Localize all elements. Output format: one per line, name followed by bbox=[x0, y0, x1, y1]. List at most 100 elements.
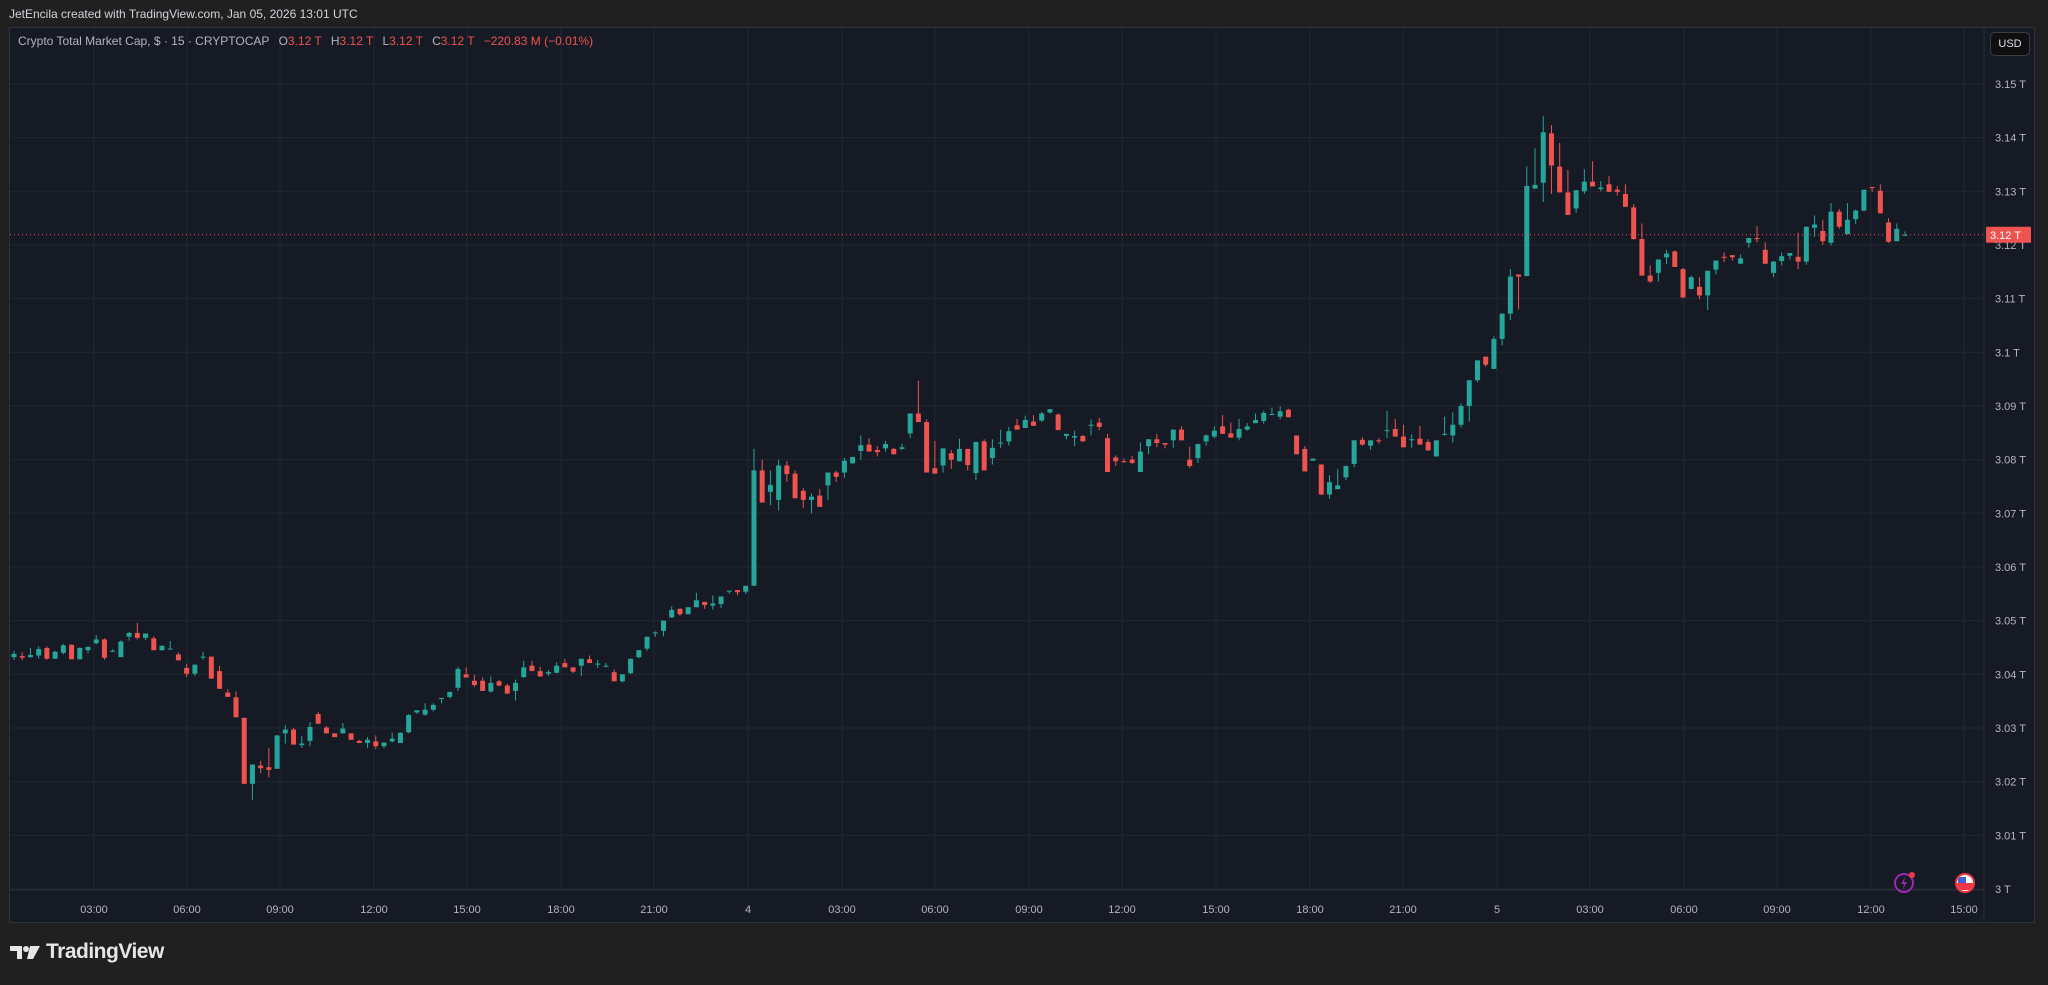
candle-body bbox=[69, 644, 75, 660]
candle-body bbox=[447, 692, 453, 697]
candle-body bbox=[693, 600, 699, 608]
candle-body bbox=[1030, 421, 1036, 426]
us-flag-event-icon[interactable] bbox=[1955, 873, 1975, 893]
candle-body bbox=[1277, 411, 1283, 417]
candle-body bbox=[1137, 451, 1143, 472]
candle-body bbox=[751, 470, 757, 586]
candle-body bbox=[291, 729, 297, 745]
candle-body bbox=[718, 596, 724, 605]
candle-body bbox=[200, 656, 206, 658]
candle-body bbox=[611, 672, 617, 682]
candle-body bbox=[365, 739, 371, 744]
candle-body bbox=[126, 632, 132, 637]
candle-body bbox=[1384, 430, 1390, 432]
y-tick-label: 3.11 T bbox=[1995, 294, 2025, 306]
y-tick-label: 3.15 T bbox=[1995, 79, 2026, 91]
candle-body bbox=[323, 727, 329, 734]
candle-body bbox=[1458, 405, 1464, 425]
candle-body bbox=[143, 633, 149, 638]
last-price-badge bbox=[1986, 226, 2031, 243]
candle-body bbox=[513, 682, 519, 691]
close-value: 3.12 T bbox=[440, 34, 475, 48]
candle-body bbox=[1063, 433, 1069, 437]
x-tick-label: 06:00 bbox=[1670, 904, 1698, 916]
y-tick-label: 3.07 T bbox=[1995, 508, 2026, 520]
candle-body bbox=[430, 704, 436, 710]
candle-body bbox=[151, 638, 157, 651]
candle-body bbox=[52, 651, 58, 659]
x-tick-label: 09:00 bbox=[266, 904, 294, 916]
tradingview-logo[interactable]: TradingView bbox=[10, 940, 164, 964]
y-tick-label: 3.02 T bbox=[1995, 777, 2026, 789]
candle-body bbox=[940, 448, 946, 466]
candle-body bbox=[1672, 251, 1678, 267]
candle-body bbox=[1376, 440, 1382, 442]
candle-body bbox=[1647, 275, 1653, 282]
candle-body bbox=[1877, 190, 1883, 214]
candle-body bbox=[36, 649, 42, 656]
high-value: 3.12 T bbox=[339, 34, 374, 48]
candle-body bbox=[1228, 433, 1234, 438]
lightning-event-icon[interactable] bbox=[1894, 872, 1915, 893]
candle-body bbox=[537, 671, 543, 677]
candle-body bbox=[60, 645, 66, 653]
candle-body bbox=[1680, 269, 1686, 298]
candle-body bbox=[1655, 259, 1661, 273]
candle-body bbox=[1162, 443, 1168, 445]
currency-button[interactable]: USD bbox=[1990, 32, 2030, 56]
candle-body bbox=[439, 697, 445, 700]
candle-body bbox=[118, 641, 124, 658]
candle-body bbox=[1335, 485, 1341, 490]
candle-body bbox=[562, 663, 568, 668]
candle-body bbox=[192, 664, 198, 674]
candle-body bbox=[1474, 360, 1480, 381]
candle-body bbox=[1104, 438, 1110, 472]
candle-body bbox=[1359, 439, 1365, 445]
candle-body bbox=[521, 667, 527, 678]
candle-body bbox=[1121, 461, 1127, 463]
candle-body bbox=[915, 413, 921, 423]
x-tick-label: 15:00 bbox=[1202, 904, 1230, 916]
candle-body bbox=[1178, 429, 1184, 441]
candle-body bbox=[644, 636, 650, 649]
chart-panel[interactable] bbox=[9, 27, 2035, 923]
x-tick-label: 06:00 bbox=[921, 904, 949, 916]
candle-body bbox=[241, 717, 247, 784]
candle-body bbox=[389, 738, 395, 742]
x-tick-label: 4 bbox=[745, 904, 751, 916]
candle-body bbox=[1261, 412, 1267, 421]
high-label: H bbox=[330, 34, 340, 48]
candle-body bbox=[570, 667, 576, 672]
candle-body bbox=[1368, 440, 1374, 446]
y-tick-label: 3.01 T bbox=[1995, 830, 2026, 842]
candle-body bbox=[981, 441, 987, 471]
candle-body bbox=[488, 682, 494, 692]
symbol-title[interactable]: Crypto Total Market Cap, $ · 15 · CRYPTO… bbox=[18, 34, 270, 48]
candle-body bbox=[1129, 459, 1135, 463]
candle-body bbox=[784, 465, 790, 475]
candle-body bbox=[1738, 258, 1744, 264]
candle-body bbox=[1096, 422, 1102, 427]
candle-body bbox=[1779, 256, 1785, 262]
brand-name: TradingView bbox=[46, 940, 164, 963]
candle-body bbox=[1195, 444, 1201, 459]
candle-body bbox=[529, 665, 535, 672]
candle-body bbox=[1812, 224, 1818, 228]
candle-body bbox=[1203, 435, 1209, 442]
candle-body bbox=[1573, 190, 1579, 209]
candle-body bbox=[397, 732, 403, 744]
candle-body bbox=[1705, 270, 1711, 296]
candle-body bbox=[767, 484, 773, 492]
candle-body bbox=[669, 609, 675, 618]
candle-body bbox=[77, 648, 83, 660]
candle-body bbox=[628, 658, 634, 674]
candle-body bbox=[710, 603, 716, 606]
candle-body bbox=[545, 672, 551, 674]
candle-body bbox=[1746, 237, 1752, 243]
y-tick-label: 3.03 T bbox=[1995, 723, 2026, 735]
candle-body bbox=[661, 620, 667, 631]
x-tick-label: 12:00 bbox=[360, 904, 388, 916]
candle-body bbox=[282, 729, 288, 734]
candle-body bbox=[1343, 466, 1349, 478]
